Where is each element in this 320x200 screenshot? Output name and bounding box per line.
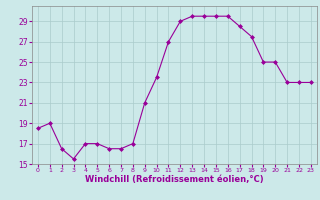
X-axis label: Windchill (Refroidissement éolien,°C): Windchill (Refroidissement éolien,°C) [85, 175, 264, 184]
